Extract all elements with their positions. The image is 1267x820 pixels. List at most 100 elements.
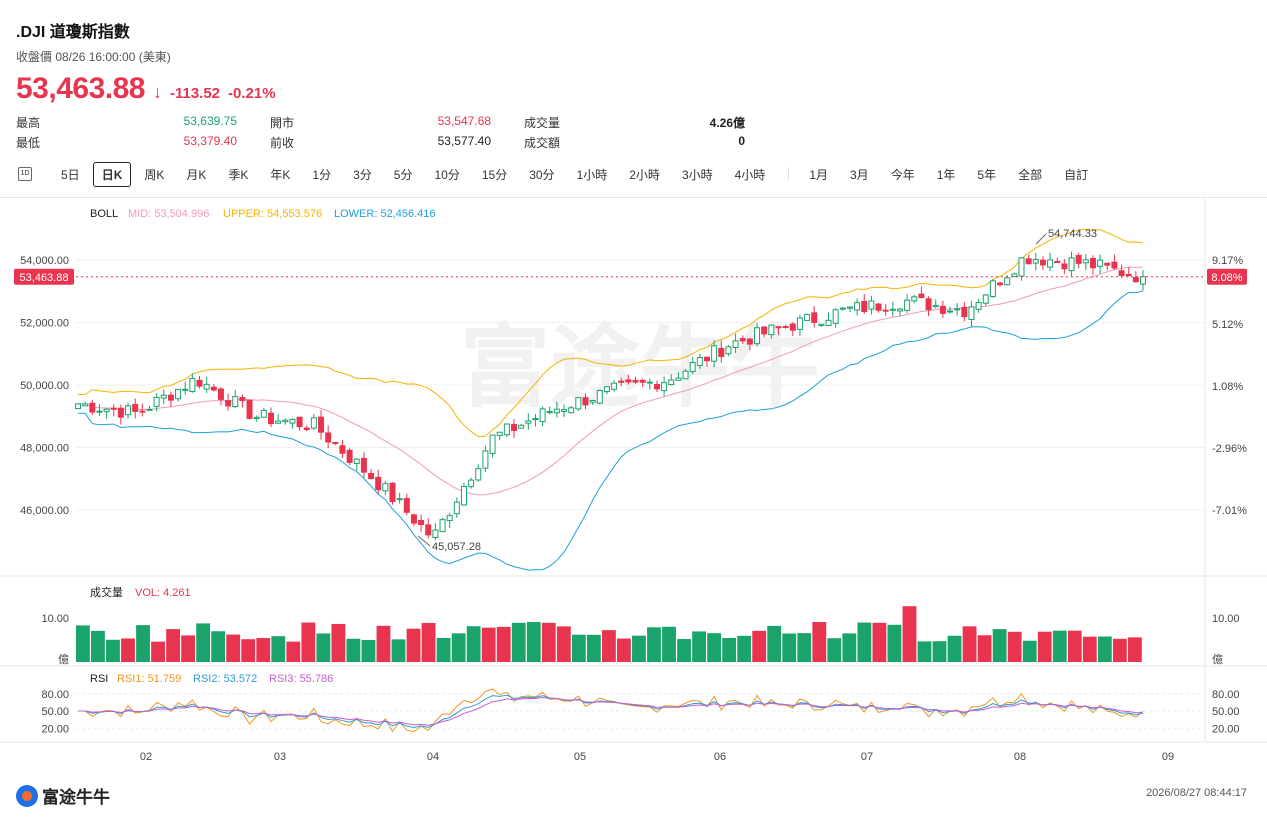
rsi-legend-1: RSI1: 51.759 xyxy=(117,673,181,685)
range-tab-2[interactable]: 今年 xyxy=(890,167,915,182)
brand-logo: 富途牛牛 xyxy=(16,783,110,808)
tab-11[interactable]: 30分 xyxy=(529,167,555,182)
range-tab-4[interactable]: 5年 xyxy=(977,167,997,182)
candle xyxy=(475,468,482,481)
range-tab-6[interactable]: 自訂 xyxy=(1064,167,1089,182)
candle xyxy=(732,340,739,349)
candle xyxy=(125,405,132,416)
down-arrow-icon: ↓ xyxy=(152,82,162,102)
tab-12[interactable]: 1小時 xyxy=(576,167,608,182)
pct-tick-label: 9.17% xyxy=(1212,255,1243,267)
candle xyxy=(1082,259,1089,264)
candle xyxy=(382,483,389,492)
candle xyxy=(1118,270,1125,276)
range-tab-3[interactable]: 1年 xyxy=(936,167,956,182)
volume-bar xyxy=(286,641,301,662)
volume-bar xyxy=(752,630,767,662)
candle xyxy=(160,394,167,399)
candle xyxy=(775,326,782,329)
volume-bar xyxy=(737,635,752,662)
x-tick-label: 03 xyxy=(274,751,286,763)
price-tick-label: 48,000.00 xyxy=(20,443,69,455)
candle xyxy=(1047,259,1054,268)
candle xyxy=(846,306,853,309)
volume-bar xyxy=(677,638,691,662)
candle xyxy=(689,361,696,372)
candle xyxy=(703,356,710,362)
candle xyxy=(453,501,460,515)
range-tab-0[interactable]: 1月 xyxy=(809,167,828,182)
candle xyxy=(182,388,189,391)
volume-bar xyxy=(166,629,180,662)
candle xyxy=(353,458,360,465)
rsi-tick-label: 20.00 xyxy=(41,723,69,735)
volume-bar xyxy=(196,623,211,662)
volume-bar xyxy=(496,626,511,662)
volume-label: 成交量 xyxy=(524,116,561,130)
volume-bar xyxy=(211,631,226,662)
candle xyxy=(575,397,582,410)
volume-bar xyxy=(722,637,737,662)
volume-bar xyxy=(226,634,241,662)
volume-bar xyxy=(421,623,436,662)
candle xyxy=(96,410,103,413)
x-tick-label: 09 xyxy=(1162,751,1174,763)
candle xyxy=(804,313,811,321)
boll-lower-line xyxy=(78,290,1144,571)
tab-15[interactable]: 4小時 xyxy=(734,167,766,182)
volume-bar xyxy=(872,622,887,662)
tab-2[interactable]: 周K xyxy=(144,167,165,182)
candle xyxy=(989,280,996,298)
candle xyxy=(217,388,224,400)
turnover-label: 成交額 xyxy=(524,136,561,150)
price-tick-label: 52,000.00 xyxy=(20,318,69,330)
pct-tick-label: -7.01% xyxy=(1212,505,1247,517)
volume-bar xyxy=(316,633,331,662)
tab-4[interactable]: 季K xyxy=(228,167,249,182)
rsi3-line xyxy=(78,696,1144,726)
volume-bar xyxy=(917,641,932,662)
kline-chart[interactable]: 54,000.00 52,000.00 50,000.00 48,000.00 46,0… xyxy=(0,198,1267,778)
candle xyxy=(1061,263,1068,270)
tab-0[interactable]: 5日 xyxy=(61,167,80,182)
tab-5[interactable]: 年K xyxy=(270,167,291,182)
range-tab-5[interactable]: 全部 xyxy=(1018,167,1043,182)
tab-9[interactable]: 10分 xyxy=(434,167,460,182)
tab-7[interactable]: 3分 xyxy=(353,167,372,182)
rsi-tick-label-right: 50.00 xyxy=(1212,706,1240,718)
volume-bar xyxy=(481,627,496,662)
volume-bar xyxy=(977,635,992,662)
candle xyxy=(682,370,689,380)
candle xyxy=(325,432,332,443)
volume-bar xyxy=(662,626,676,662)
volume-bar xyxy=(346,638,361,662)
candle xyxy=(439,519,446,533)
rsi-legend-2: RSI2: 53.572 xyxy=(193,673,257,685)
current-pct-tag xyxy=(1207,268,1247,285)
candle xyxy=(889,308,896,311)
range-tab-1[interactable]: 3月 xyxy=(850,167,869,182)
tab-13[interactable]: 2小時 xyxy=(629,167,660,182)
candle xyxy=(511,423,518,431)
volume-bar xyxy=(511,622,526,662)
candle xyxy=(968,306,975,320)
boll-legend-mid: MID: 53,504.996 xyxy=(128,208,209,220)
x-tick-label: 04 xyxy=(427,751,439,763)
tab-14[interactable]: 3小時 xyxy=(681,167,713,182)
x-tick-label: 08 xyxy=(1014,751,1026,763)
tab-1[interactable]: 日K xyxy=(92,161,132,187)
tab-3[interactable]: 月K xyxy=(186,167,207,182)
timestamp: 2026/08/27 08:44:17 xyxy=(1146,787,1247,799)
x-tick-label: 05 xyxy=(574,751,586,763)
high-value: 53,639.75 xyxy=(183,114,237,128)
tab-6[interactable]: 1分 xyxy=(312,167,332,182)
intraday-icon[interactable]: 1D xyxy=(18,167,32,181)
tab-10[interactable]: 15分 xyxy=(481,167,508,182)
candle xyxy=(310,417,317,429)
candle xyxy=(546,411,553,414)
candle xyxy=(861,300,868,313)
pct-tick-label: 5.12% xyxy=(1212,319,1243,331)
candle xyxy=(553,408,560,414)
candle xyxy=(410,514,417,524)
tab-8[interactable]: 5分 xyxy=(393,167,413,182)
